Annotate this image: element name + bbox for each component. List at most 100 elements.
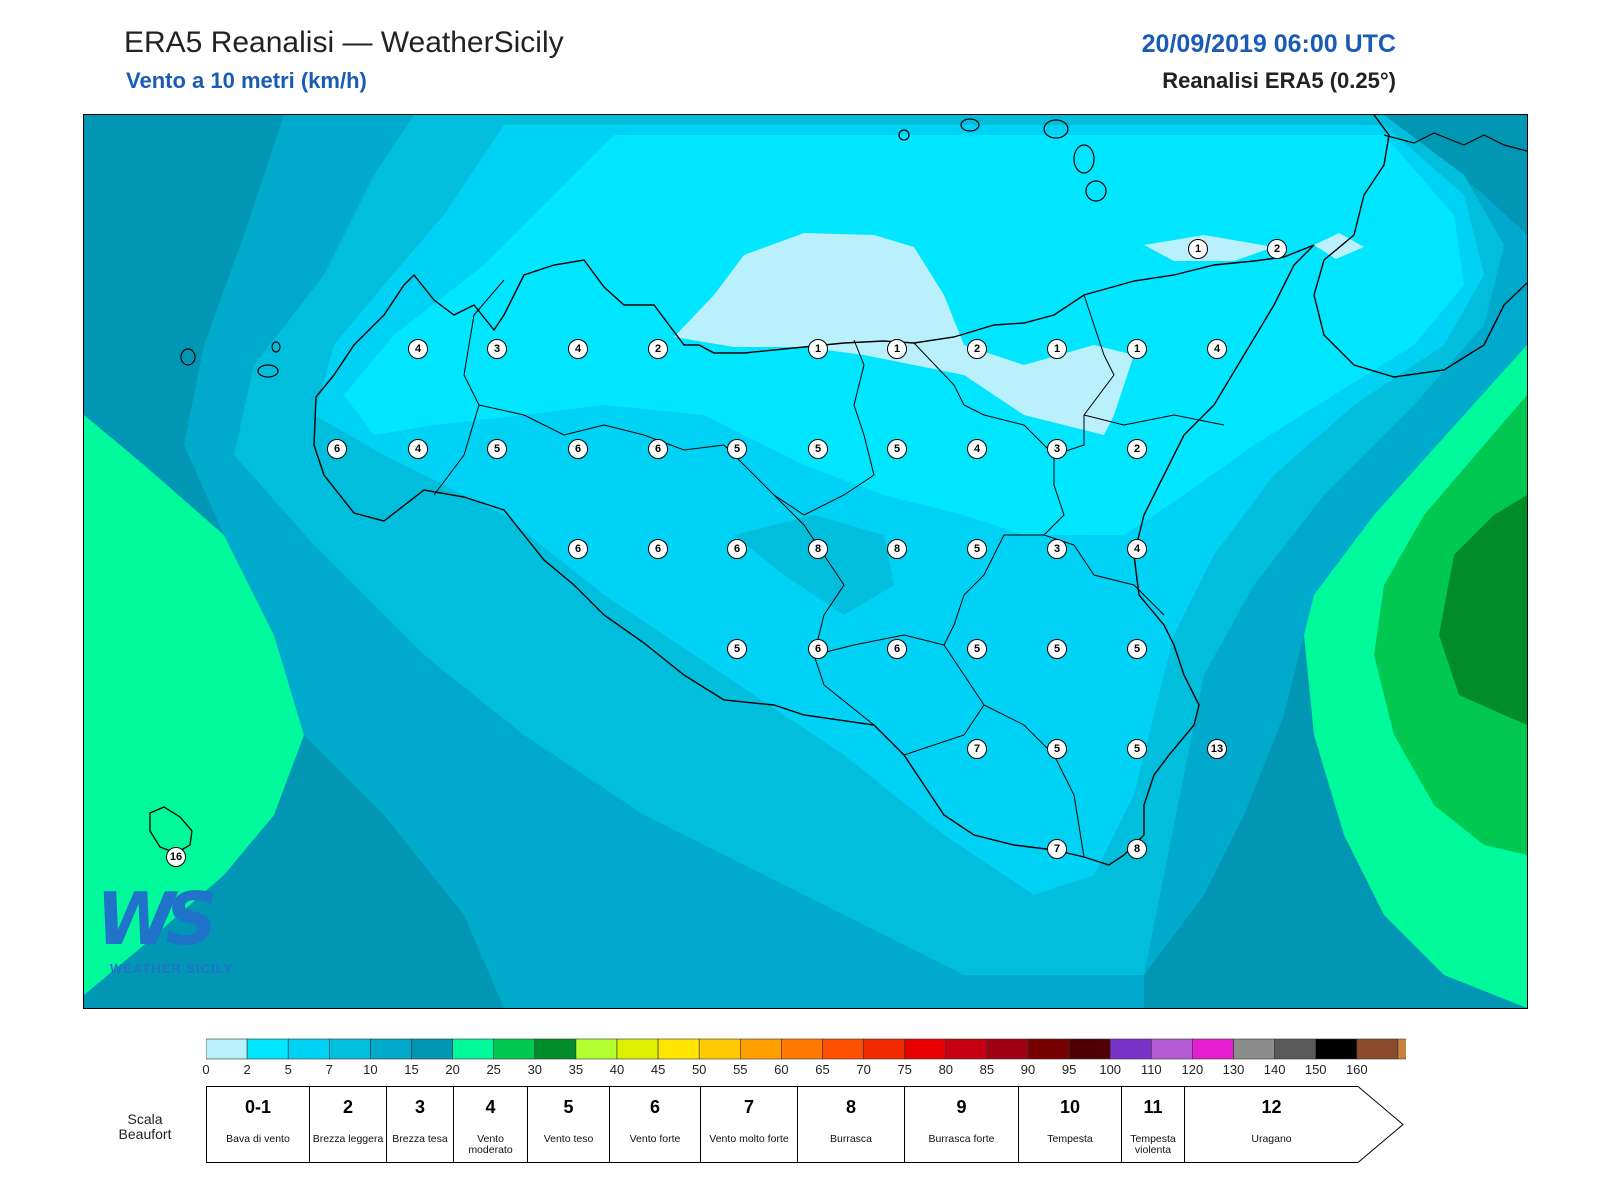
wind-point: 4 <box>1207 339 1227 359</box>
beaufort-description: Brezza leggera <box>312 1133 384 1145</box>
colorbar-tick-label: 50 <box>691 1062 707 1077</box>
wind-point: 2 <box>648 339 668 359</box>
colorbar-segment <box>904 1038 947 1060</box>
beaufort-class: 0-1 Bava di vento <box>206 1086 309 1163</box>
colorbar-tick-label: 15 <box>404 1062 419 1077</box>
pantelleria-island <box>149 806 193 854</box>
wind-map[interactable]: 1 2 4 3 4 2 1 1 2 1 1 4 6 4 5 6 6 5 5 5 … <box>83 114 1528 1009</box>
wind-point: 7 <box>1047 839 1067 859</box>
logo-name: WEATHER SICILY <box>110 961 234 976</box>
wind-point: 5 <box>967 539 987 559</box>
colorbar-segment <box>1027 1038 1070 1060</box>
beaufort-number: 11 <box>1143 1097 1163 1117</box>
wind-point: 6 <box>727 539 747 559</box>
wind-point: 2 <box>967 339 987 359</box>
colorbar-segment <box>1233 1038 1275 1060</box>
province-borders <box>433 279 1225 858</box>
map-subtitle: Vento a 10 metri (km/h) <box>126 68 367 93</box>
wind-point: 13 <box>1207 739 1227 759</box>
beaufort-class: 11 Tempesta violenta <box>1121 1086 1184 1163</box>
data-source: Reanalisi ERA5 (0.25°) <box>1162 68 1396 93</box>
beaufort-description: Tempesta violenta <box>1130 1133 1176 1156</box>
beaufort-description: Tempesta <box>1047 1133 1093 1145</box>
colorbar-segment <box>1192 1038 1234 1060</box>
colorbar-segment <box>986 1038 1029 1060</box>
beaufort-class: 7 Vento molto forte <box>700 1086 797 1163</box>
wind-point: 7 <box>967 739 987 759</box>
colorbar-segment <box>575 1038 618 1060</box>
beaufort-class: 12 Uragano <box>1184 1086 1358 1163</box>
sicily-coastline <box>313 244 1315 866</box>
colorbar-segment <box>287 1038 330 1060</box>
wind-point: 4 <box>408 339 428 359</box>
colorbar-tick-label: 40 <box>609 1062 625 1077</box>
beaufort-description: Burrasca forte <box>928 1133 995 1145</box>
wind-point: 6 <box>808 639 828 659</box>
beaufort-number: 4 <box>485 1097 496 1117</box>
colorbar-tick-label: 140 <box>1263 1062 1286 1077</box>
wind-point: 1 <box>808 339 828 359</box>
colorbar-segment <box>329 1038 371 1060</box>
aeolian-islands <box>898 118 1107 202</box>
colorbar-segment <box>1068 1038 1111 1060</box>
wind-point: 4 <box>568 339 588 359</box>
contour-25-30-east <box>1439 495 1527 725</box>
wind-point: 5 <box>1127 739 1147 759</box>
colorbar-tick-label: 110 <box>1140 1062 1162 1077</box>
colorbar-tick-label: 100 <box>1099 1062 1122 1077</box>
colorbar-segment <box>945 1038 988 1060</box>
colorbar-tick-label: 0 <box>202 1062 210 1077</box>
beaufort-number: 0-1 <box>244 1097 271 1117</box>
wind-point: 5 <box>1047 739 1067 759</box>
wind-point: 5 <box>1127 639 1147 659</box>
wind-contours <box>84 115 1527 1008</box>
colorbar-segment <box>411 1038 453 1060</box>
colorbar-segment <box>781 1038 823 1060</box>
beaufort-description: Vento moderato <box>468 1133 513 1156</box>
colorbar-tick-label: 90 <box>1020 1062 1036 1077</box>
colorbar-tick-label: 35 <box>568 1062 584 1077</box>
wind-point: 1 <box>1127 339 1147 359</box>
wind-point: 5 <box>967 639 987 659</box>
beaufort-number: 2 <box>342 1097 353 1117</box>
colorbar-tick-label: 95 <box>1061 1062 1077 1077</box>
colorbar-tick-label: 10 <box>363 1062 378 1077</box>
colorbar-segment <box>534 1038 577 1060</box>
forecast-datetime: 20/09/2019 06:00 UTC <box>1141 30 1396 58</box>
colorbar-tick-label: 55 <box>733 1062 748 1077</box>
beaufort-description: Uragano <box>1251 1133 1292 1145</box>
colorbar-tick-label: 85 <box>979 1062 995 1077</box>
beaufort-description: Vento teso <box>543 1133 594 1145</box>
logo-letters: WS <box>96 877 217 961</box>
colorbar-tick-label: 80 <box>938 1062 954 1077</box>
wind-point: 2 <box>1127 439 1147 459</box>
contour-0-2-c <box>1314 233 1364 259</box>
wind-point: 6 <box>887 639 907 659</box>
colorbar-segment <box>616 1038 659 1060</box>
beaufort-number: 9 <box>956 1097 967 1117</box>
colorbar-tick-label: 20 <box>445 1062 460 1077</box>
colorbar-tick-label: 150 <box>1304 1062 1327 1077</box>
map-title: ERA5 Reanalisi — WeatherSicily <box>124 26 564 59</box>
contour-0-2-b <box>1144 235 1274 261</box>
colorbar-segment <box>739 1038 782 1060</box>
colorbar-tick-label: 60 <box>774 1062 789 1077</box>
wind-point: 6 <box>568 539 588 559</box>
wind-point: 3 <box>1047 439 1067 459</box>
beaufort-class: 2 Brezza leggera <box>309 1086 386 1163</box>
colorbar-tick-label: 45 <box>650 1062 666 1077</box>
colorbar-tick-label: 70 <box>856 1062 871 1077</box>
colorbar-segment <box>1274 1038 1316 1060</box>
beaufort-description: Burrasca <box>829 1133 872 1145</box>
colorbar-tick-label: 25 <box>486 1062 501 1077</box>
beaufort-scale-label: Scala Beaufort <box>118 1111 172 1142</box>
colorbar-tick-label: 30 <box>527 1062 543 1077</box>
wind-point: 5 <box>727 439 747 459</box>
wind-point: 1 <box>1047 339 1067 359</box>
contour-15-20-west <box>84 415 304 995</box>
colorbar-segment <box>1150 1038 1193 1060</box>
wind-speed-colorbar <box>206 1038 1406 1060</box>
calabria-north-coast <box>1383 132 1527 152</box>
colorbar-segment <box>698 1038 741 1060</box>
wind-point: 8 <box>1127 839 1147 859</box>
